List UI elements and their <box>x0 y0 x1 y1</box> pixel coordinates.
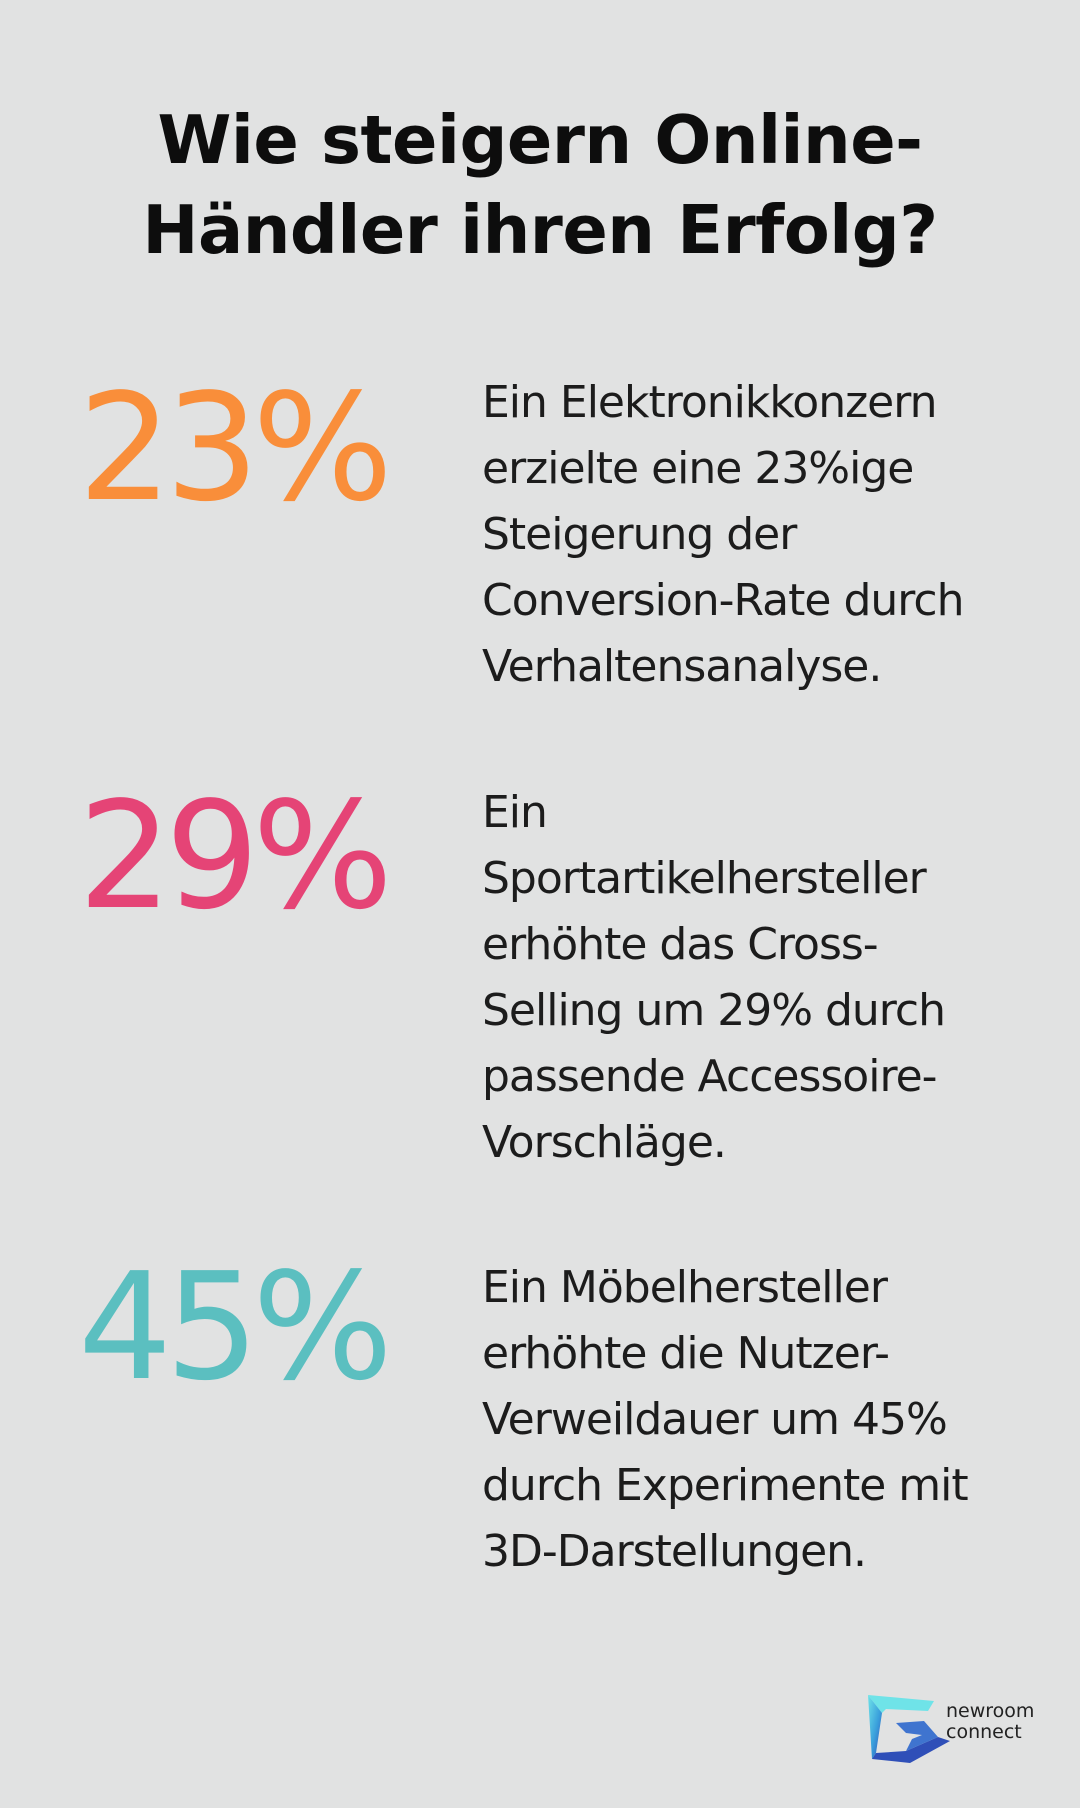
title-line-1: Wie steigern Online- <box>157 101 923 179</box>
stat-description-1: Ein Elektronikkonzern erzielte eine 23%i… <box>482 377 964 692</box>
logo-text-line-2: connect <box>946 1721 1022 1743</box>
logo-wordmark: newroom connect <box>946 1701 1034 1743</box>
brand-logo: newroom connect <box>866 1693 1046 1763</box>
logo-text-line-1: newroom <box>946 1700 1035 1722</box>
newroom-connect-logo-icon <box>868 1695 950 1763</box>
stat-description-3: Ein Möbelhersteller erhöhte die Nutzer- … <box>482 1262 969 1577</box>
stat-description-2: Ein Sportartikelhersteller erhöhte das C… <box>482 787 946 1168</box>
stat-value-3: 45% <box>78 1241 393 1413</box>
title-line-2: Händler ihren Erfolg? <box>142 191 938 269</box>
stat-value-1: 23% <box>78 362 393 534</box>
page-title: Wie steigern Online- Händler ihren Erfol… <box>90 95 990 275</box>
stat-value-2: 29% <box>78 770 393 942</box>
